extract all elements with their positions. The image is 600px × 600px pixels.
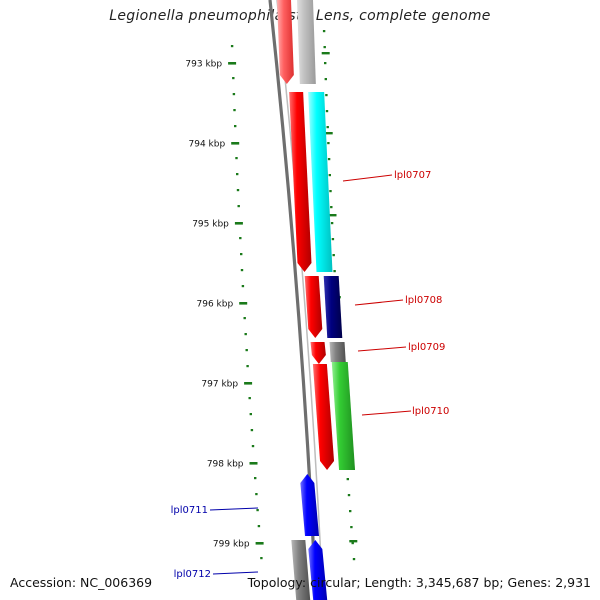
major-tick-inner xyxy=(255,542,264,545)
minor-tick-inner xyxy=(256,509,259,512)
minor-tick-outer xyxy=(329,190,332,193)
gene-feature-blue-2 xyxy=(308,540,328,600)
gene-label-lpl0712[interactable]: lpl0712 xyxy=(174,569,211,580)
backbone-line-inner xyxy=(276,0,324,600)
minor-tick-inner xyxy=(260,557,263,560)
tick-label: 797 kbp xyxy=(201,380,238,390)
gene-label-lpl0710[interactable]: lpl0710 xyxy=(412,406,449,417)
minor-tick-outer xyxy=(324,62,327,65)
tick-label: 795 kbp xyxy=(192,220,229,230)
gene-label-leader xyxy=(212,571,259,575)
gene-label-leader xyxy=(209,507,259,511)
gene-feature-red-4 xyxy=(312,364,335,470)
minor-tick-inner xyxy=(255,493,258,496)
minor-tick-inner xyxy=(236,173,239,176)
gene-feature-blue-1 xyxy=(300,474,320,536)
tick-label: 798 kbp xyxy=(207,460,244,470)
gene-label-leader xyxy=(354,299,404,306)
minor-tick-outer xyxy=(347,494,351,497)
major-tick-inner xyxy=(249,462,258,465)
gene-feature-gray-bottom xyxy=(291,540,311,600)
minor-tick-inner xyxy=(232,77,235,80)
gene-label-lpl0711[interactable]: lpl0711 xyxy=(171,505,208,516)
gene-label-lpl0707[interactable]: lpl0707 xyxy=(394,170,431,181)
minor-tick-inner xyxy=(251,445,255,448)
major-tick-outer xyxy=(328,214,337,217)
minor-tick-outer xyxy=(330,206,333,209)
major-tick-outer xyxy=(324,132,333,135)
major-tick-inner xyxy=(244,382,253,385)
minor-tick-outer xyxy=(351,542,354,545)
minor-tick-outer xyxy=(333,270,336,273)
tick-label: 796 kbp xyxy=(197,300,234,310)
minor-tick-outer xyxy=(349,510,352,513)
tick-marks: 793 kbp 794 kbp 795 kbp 796 kbp 797 kbp 798 k… xyxy=(185,30,358,561)
gene-feature-red-3 xyxy=(310,342,326,364)
gene-feature-red-1 xyxy=(289,92,312,272)
minor-tick-inner xyxy=(244,333,247,336)
major-tick-outer xyxy=(349,540,358,543)
minor-tick-inner xyxy=(240,253,243,256)
gene-feature-navy xyxy=(323,276,343,338)
minor-tick-inner xyxy=(232,93,236,96)
minor-tick-outer xyxy=(350,526,353,529)
minor-tick-inner xyxy=(257,525,261,528)
minor-tick-inner xyxy=(241,285,245,288)
minor-tick-outer xyxy=(331,238,335,241)
gene-feature-gray xyxy=(329,342,346,362)
minor-tick-inner xyxy=(246,365,249,368)
minor-tick-inner xyxy=(250,429,254,432)
minor-tick-outer xyxy=(332,254,335,257)
gene-feature-red-2 xyxy=(304,276,323,338)
minor-tick-inner xyxy=(235,157,238,160)
minor-tick-inner xyxy=(248,397,251,400)
major-tick-inner xyxy=(239,302,248,305)
minor-tick-inner xyxy=(236,189,240,192)
gene-features xyxy=(277,0,356,600)
minor-tick-inner xyxy=(230,45,234,48)
topology-summary: Topology: circular; Length: 3,345,687 bp… xyxy=(247,575,591,590)
gene-feature-gray-top xyxy=(297,0,316,84)
minor-tick-inner xyxy=(245,349,248,352)
minor-tick-outer xyxy=(346,478,349,481)
gene-feature-red-top xyxy=(277,0,294,84)
minor-tick-outer xyxy=(325,94,328,97)
minor-tick-outer xyxy=(326,126,329,129)
major-tick-outer xyxy=(321,52,330,55)
minor-tick-inner xyxy=(233,109,236,112)
minor-tick-outer xyxy=(322,30,326,33)
minor-tick-outer xyxy=(323,46,326,49)
tick-label: 799 kbp xyxy=(213,540,250,550)
minor-tick-outer xyxy=(330,222,334,225)
minor-tick-outer xyxy=(327,158,331,161)
minor-tick-outer xyxy=(325,110,329,113)
major-tick-inner xyxy=(228,62,237,65)
major-tick-inner xyxy=(231,142,240,145)
gene-label-leader xyxy=(357,346,407,352)
minor-tick-outer xyxy=(352,558,356,561)
major-tick-inner xyxy=(234,222,243,225)
minor-tick-inner xyxy=(234,125,237,128)
gene-labels: lpl0707 lpl0708 lpl0709 lpl0710 lpl0711 lpl07… xyxy=(171,170,450,580)
tick-label: 793 kbp xyxy=(185,60,222,70)
minor-tick-inner xyxy=(254,477,257,480)
gene-label-leader xyxy=(361,410,412,416)
tick-label: 794 kbp xyxy=(189,140,226,150)
minor-tick-outer xyxy=(327,142,330,145)
minor-tick-inner xyxy=(243,317,246,320)
minor-tick-outer xyxy=(328,174,331,177)
minor-tick-inner xyxy=(239,237,242,240)
gene-label-leader xyxy=(342,174,393,182)
minor-tick-outer xyxy=(324,78,327,81)
minor-tick-inner xyxy=(237,205,240,208)
minor-tick-inner xyxy=(240,269,244,272)
minor-tick-inner xyxy=(249,413,252,416)
gene-feature-green xyxy=(331,362,356,470)
gene-label-lpl0709[interactable]: lpl0709 xyxy=(408,342,445,353)
gene-label-lpl0708[interactable]: lpl0708 xyxy=(405,295,442,306)
accession-label: Accession: NC_006369 xyxy=(10,575,153,590)
gene-feature-cyan xyxy=(308,92,333,272)
